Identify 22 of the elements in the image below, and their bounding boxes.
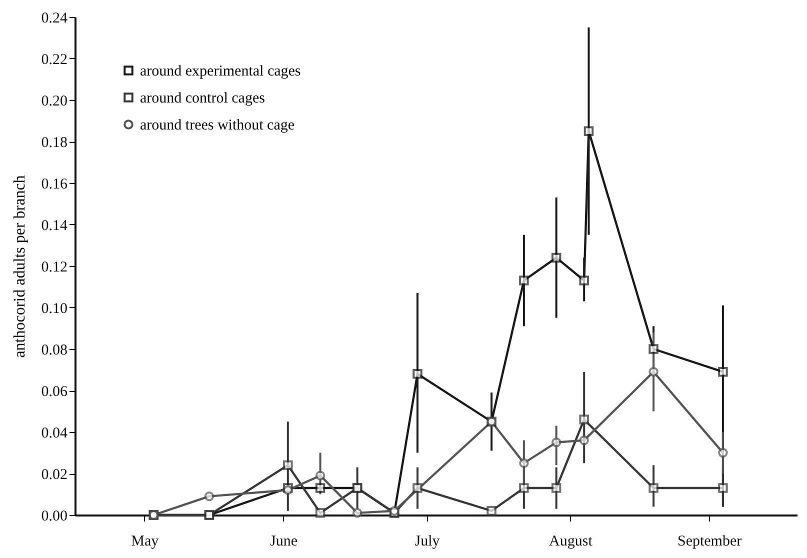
y-tick-label: 0.16 bbox=[41, 176, 68, 192]
y-tick-label: 0.24 bbox=[41, 10, 68, 26]
x-tick-label: August bbox=[549, 534, 594, 550]
y-tick-label: 0.18 bbox=[41, 135, 68, 151]
y-tick-label: 0.10 bbox=[41, 301, 68, 317]
x-tick-label: July bbox=[414, 534, 440, 550]
y-tick-label: 0.14 bbox=[41, 218, 68, 234]
y-tick-label: 0.00 bbox=[41, 508, 68, 524]
y-tick-label: 0.12 bbox=[41, 260, 68, 276]
y-tick-label: 0.06 bbox=[41, 384, 68, 400]
legend-label: around control cages bbox=[140, 90, 266, 106]
legend-label: around experimental cages bbox=[140, 64, 301, 80]
x-tick-label: June bbox=[270, 534, 298, 550]
legend-label: around trees without cage bbox=[140, 118, 295, 134]
y-tick-label: 0.08 bbox=[41, 342, 68, 358]
y-tick-label: 0.04 bbox=[41, 426, 68, 442]
y-tick-label: 0.22 bbox=[41, 52, 68, 68]
y-axis-title: anthocorid adults per branch bbox=[11, 175, 28, 358]
y-tick-label: 0.20 bbox=[41, 94, 68, 110]
x-tick-label: May bbox=[131, 534, 160, 550]
x-tick-label: September bbox=[677, 534, 742, 550]
y-tick-label: 0.02 bbox=[41, 467, 68, 483]
